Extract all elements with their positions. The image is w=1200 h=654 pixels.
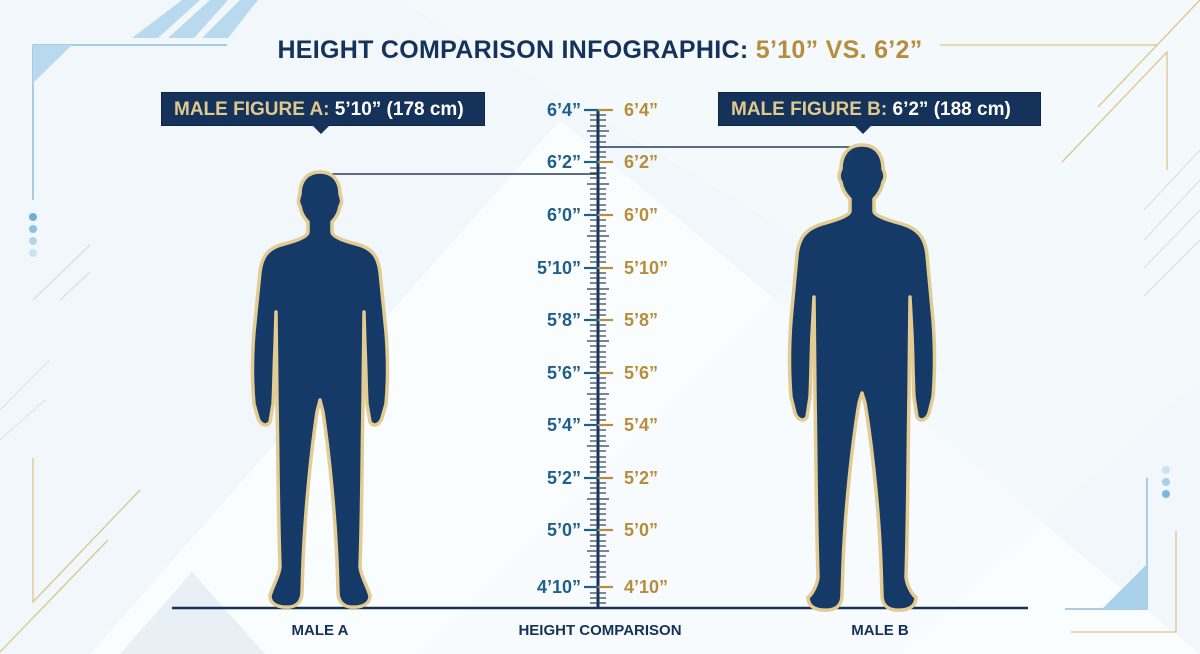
ruler-label-right: 6’4” <box>624 100 659 120</box>
male-b-label: MALE B <box>851 622 909 639</box>
title-accent: 5’10” VS. 6’2” <box>755 36 923 64</box>
ruler-label-right: 5’8” <box>624 310 659 330</box>
callout-a-pointer-icon <box>312 125 330 134</box>
male-a-silhouette-icon <box>250 170 390 609</box>
ruler-label-right: 4’10” <box>624 577 669 597</box>
callout-b-key: MALE FIGURE B: <box>731 99 888 120</box>
page-title: HEIGHT COMPARISON INFOGRAPHIC: 5’10” VS.… <box>0 36 1200 65</box>
ruler-label-right: 6’2” <box>624 152 659 172</box>
callout-b-value: 6’2” (188 cm) <box>887 99 1011 120</box>
callout-a-value: 5’10” (178 cm) <box>329 99 464 120</box>
callout-male-b: MALE FIGURE B: 6’2” (188 cm) <box>718 92 1041 134</box>
ruler-label-left: 6’2” <box>546 152 581 172</box>
ruler-label-right: 5’0” <box>624 520 659 540</box>
ruler-icon <box>584 108 613 608</box>
ruler-label-left: 5’4” <box>546 415 581 435</box>
callout-a-key: MALE FIGURE A: <box>174 99 330 120</box>
ruler-label-left: 6’0” <box>546 205 581 225</box>
ruler-label-left: 4’10” <box>536 577 581 597</box>
ruler-label-left: 5’6” <box>546 363 581 383</box>
male-b-silhouette-icon <box>787 143 937 612</box>
ruler-label-right: 6’0” <box>624 205 659 225</box>
ruler-label-right: 5’2” <box>624 468 659 488</box>
ruler-label-right: 5’10” <box>624 258 669 278</box>
ruler-label-left: 5’8” <box>546 310 581 330</box>
ruler-label-left: 5’2” <box>546 468 581 488</box>
ruler-label-left: 5’10” <box>536 258 581 278</box>
callout-b-pointer-icon <box>854 125 872 134</box>
title-main: HEIGHT COMPARISON INFOGRAPHIC: <box>277 36 756 64</box>
callout-male-a: MALE FIGURE A: 5’10” (178 cm) <box>161 92 485 134</box>
ruler-caption: HEIGHT COMPARISON <box>518 622 682 639</box>
male-a-label: MALE A <box>291 622 349 639</box>
ruler-label-left: 6’4” <box>546 100 581 120</box>
ruler-label-right: 5’6” <box>624 363 659 383</box>
ruler-label-left: 5’0” <box>546 520 581 540</box>
ruler-label-right: 5’4” <box>624 415 659 435</box>
